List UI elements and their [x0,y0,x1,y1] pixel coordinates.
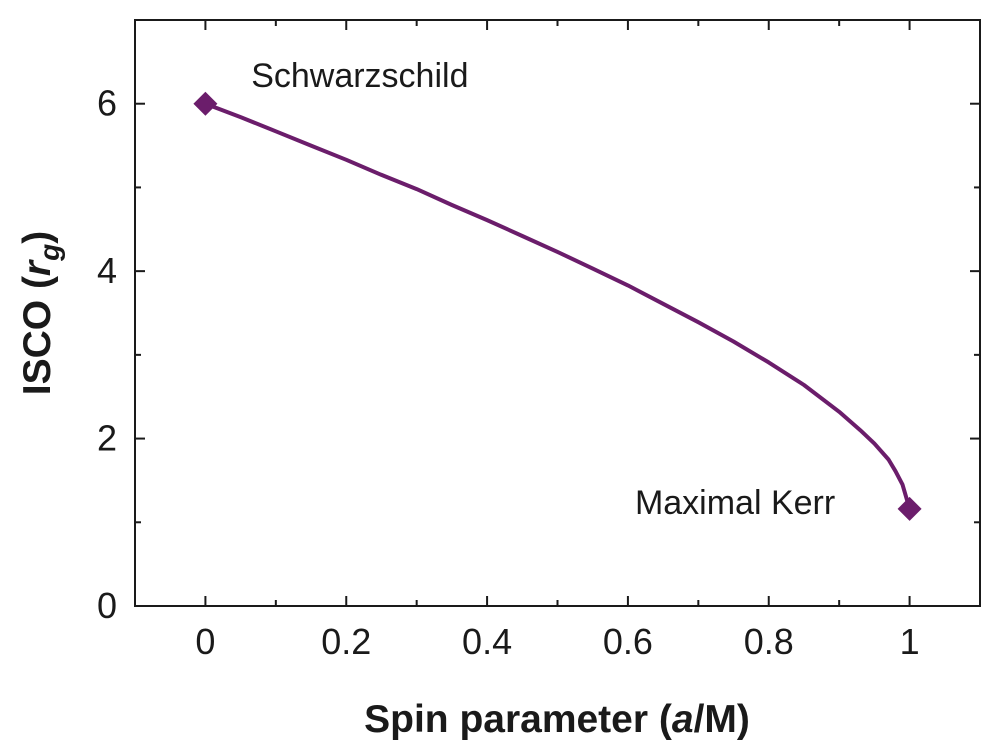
x-tick-label: 0.6 [603,621,653,662]
marker-layer [193,91,922,521]
series-layer [203,101,912,511]
y-tick-label: 6 [97,83,117,124]
y-tick-label: 2 [97,418,117,459]
y-tick-labels: 0 2 4 6 [97,83,117,626]
diamond-marker [897,496,922,521]
diamond-marker [193,91,218,116]
major-ticks [135,20,980,607]
x-tick-label: 0.2 [321,621,371,662]
x-tick-label: 0 [195,621,215,662]
x-axis-label: Spin parameter (a/M) [364,698,750,741]
annotation-label: Maximal Kerr [635,484,835,522]
annotation-label: Schwarzschild [251,57,468,95]
isco-curve [203,101,912,511]
annotation-layer: Schwarzschild Maximal Kerr [251,57,835,522]
minor-ticks [135,20,980,606]
x-tick-label: 1 [900,621,920,662]
y-tick-label: 4 [97,250,117,291]
x-tick-label: 0.8 [744,621,794,662]
x-tick-labels: 0 0.2 0.4 0.6 0.8 1 [195,621,919,662]
x-tick-label: 0.4 [462,621,512,662]
plot-frame [134,19,981,607]
y-tick-label: 0 [97,585,117,626]
y-axis-label: ISCO (rg) [16,231,65,395]
